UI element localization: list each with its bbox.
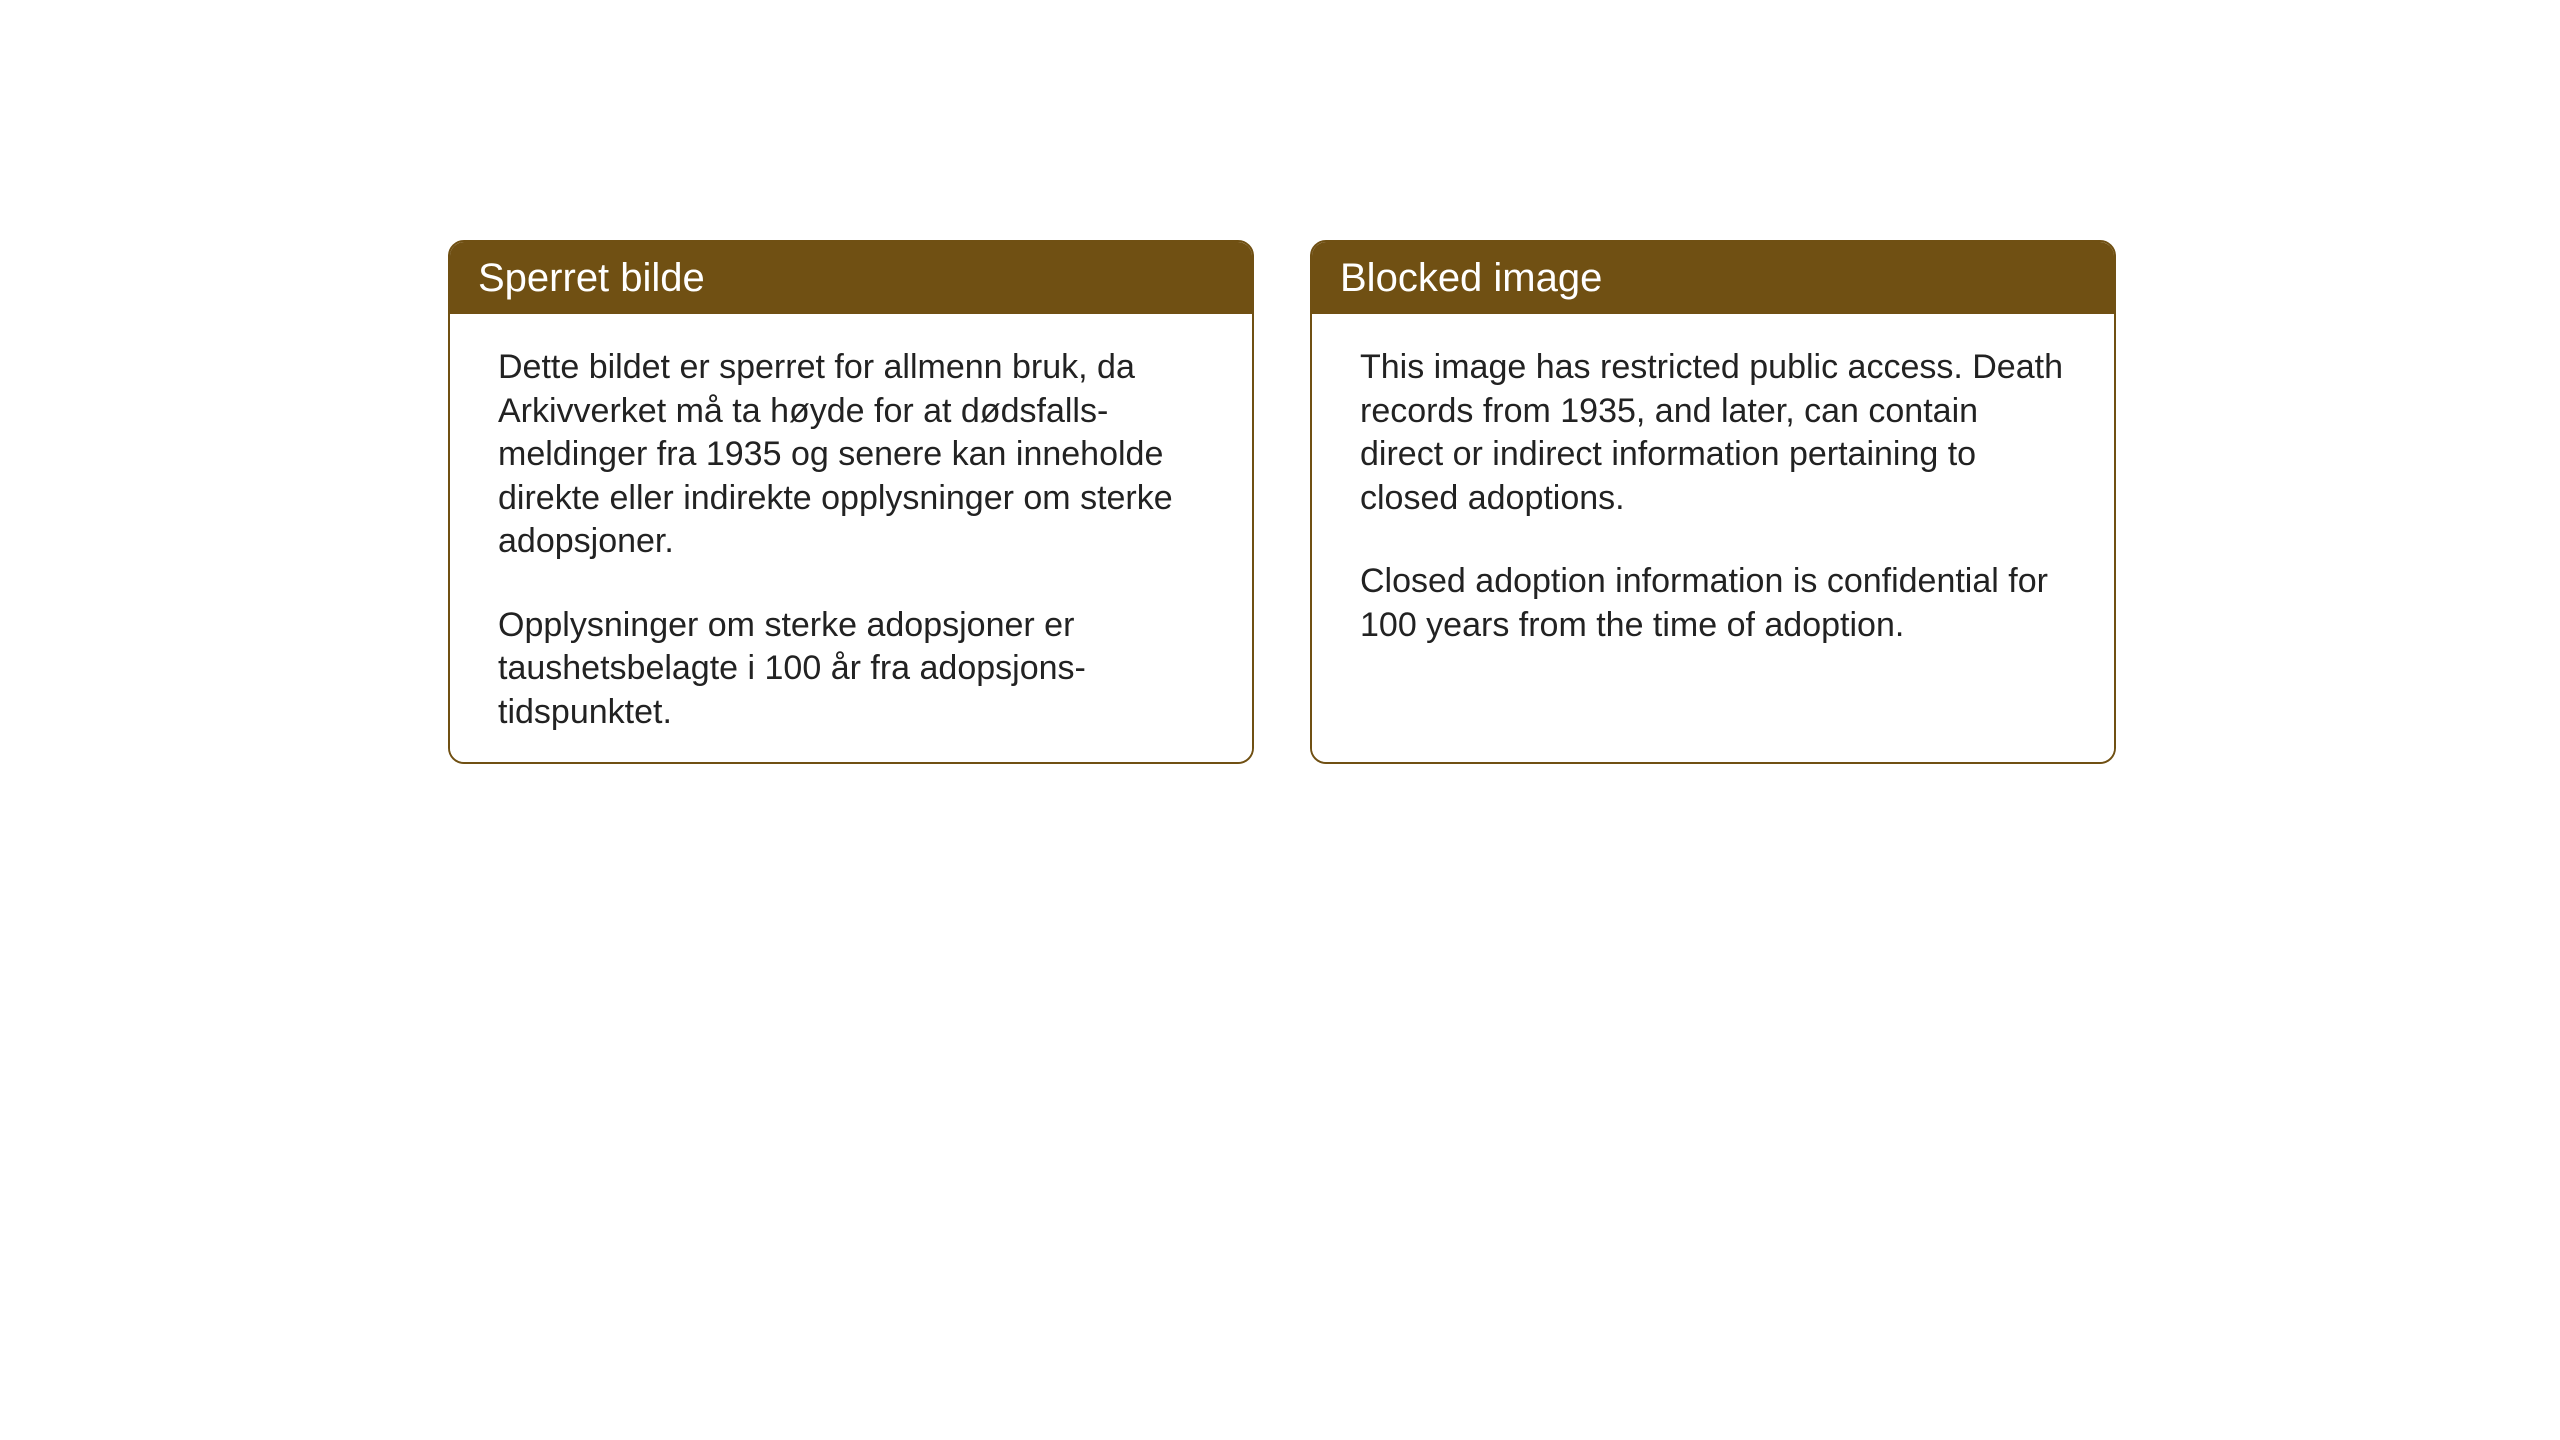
card-english-paragraph-1: This image has restricted public access.… [1360,346,2066,520]
card-norwegian-paragraph-1: Dette bildet er sperret for allmenn bruk… [498,346,1204,564]
card-english-paragraph-2: Closed adoption information is confident… [1360,560,2066,647]
card-norwegian-paragraph-2: Opplysninger om sterke adopsjoner er tau… [498,604,1204,735]
card-english: Blocked image This image has restricted … [1310,240,2116,764]
card-english-title: Blocked image [1340,256,1602,300]
card-english-header: Blocked image [1312,242,2114,314]
card-norwegian-header: Sperret bilde [450,242,1252,314]
card-norwegian-body: Dette bildet er sperret for allmenn bruk… [450,314,1252,762]
cards-container: Sperret bilde Dette bildet er sperret fo… [448,240,2116,764]
card-norwegian: Sperret bilde Dette bildet er sperret fo… [448,240,1254,764]
card-english-body: This image has restricted public access.… [1312,314,2114,762]
card-norwegian-title: Sperret bilde [478,256,705,300]
